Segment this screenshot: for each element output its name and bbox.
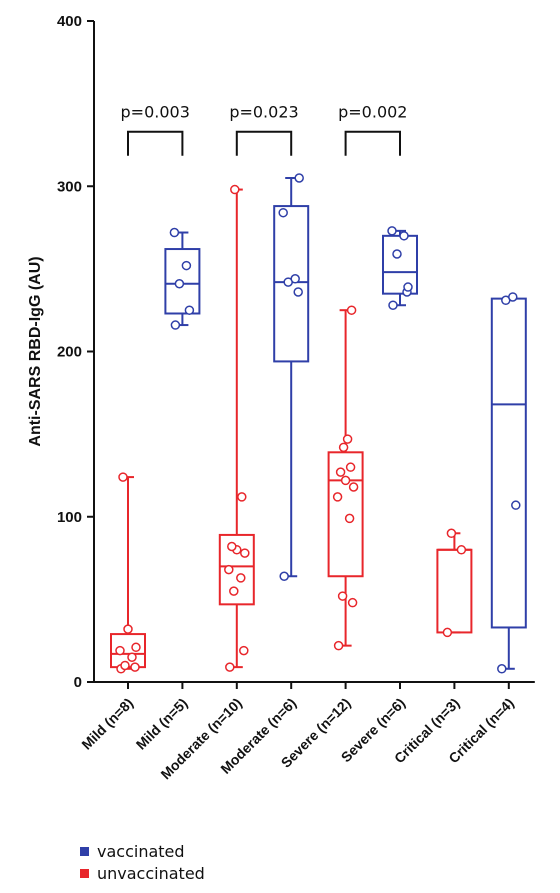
x-tick-label: Mild (n=5) xyxy=(133,695,191,753)
data-point xyxy=(227,541,237,552)
p-value-label: p=0.002 xyxy=(338,103,407,122)
box-plot-chart: 0 100 200 300 400 Anti-SARS RBD-IgG (AU) Mild … xyxy=(27,13,535,782)
data-point xyxy=(181,260,192,271)
p-value-label: p=0.023 xyxy=(229,103,298,122)
legend-item-vaccinated: vaccinated xyxy=(80,840,205,862)
data-point xyxy=(392,249,402,259)
y-axis-label: Anti-SARS RBD-IgG (AU) xyxy=(27,256,44,446)
data-point xyxy=(229,586,239,596)
data-point xyxy=(456,545,467,555)
data-point xyxy=(120,660,130,671)
p-value-label: p=0.003 xyxy=(121,103,190,122)
box-vaccinated xyxy=(164,248,201,315)
box-unvaccinated xyxy=(436,548,473,634)
data-point xyxy=(442,627,453,638)
y-tick-label: 200 xyxy=(57,344,82,361)
box-vaccinated xyxy=(273,205,310,363)
data-point xyxy=(508,292,518,302)
data-point xyxy=(239,645,249,656)
data-point xyxy=(230,184,240,195)
data-point xyxy=(399,231,409,241)
data-point xyxy=(340,475,351,486)
data-point xyxy=(333,640,344,651)
y-tick-label: 300 xyxy=(57,178,82,195)
data-point xyxy=(127,652,137,662)
data-point xyxy=(169,227,180,238)
significance-bracket xyxy=(127,130,184,156)
data-point xyxy=(123,624,133,634)
data-point xyxy=(338,442,349,453)
data-point xyxy=(290,274,300,284)
data-point xyxy=(224,564,234,575)
data-point xyxy=(344,513,355,524)
legend-label-unvaccinated: unvaccinated xyxy=(97,863,205,883)
data-point xyxy=(131,642,141,653)
data-point xyxy=(293,287,303,297)
significance-bracket xyxy=(344,130,401,156)
data-point xyxy=(348,482,359,492)
data-point xyxy=(184,305,195,315)
legend-label-vaccinated: vaccinated xyxy=(97,841,185,861)
data-point xyxy=(403,282,413,292)
data-point xyxy=(115,645,125,656)
y-tick-label: 100 xyxy=(57,509,82,526)
data-point xyxy=(511,500,521,510)
data-point xyxy=(118,472,128,482)
data-point xyxy=(497,664,507,674)
legend: vaccinated unvaccinated xyxy=(80,840,205,884)
data-point xyxy=(170,320,181,330)
data-point xyxy=(335,467,346,477)
data-point xyxy=(446,528,457,539)
data-point xyxy=(387,226,397,236)
data-point xyxy=(388,300,398,310)
legend-swatch-vaccinated xyxy=(80,846,89,856)
legend-item-unvaccinated: unvaccinated xyxy=(80,862,205,884)
data-point xyxy=(130,662,140,672)
data-point xyxy=(332,492,343,502)
box-unvaccinated xyxy=(218,533,255,606)
data-point xyxy=(174,278,185,289)
box-vaccinated xyxy=(490,297,527,629)
data-point xyxy=(294,173,304,183)
y-tick-label: 0 xyxy=(74,674,82,691)
data-point xyxy=(240,548,250,558)
x-tick-label: Mild (n=8) xyxy=(78,695,136,753)
significance-bracket xyxy=(235,130,293,156)
legend-swatch-unvaccinated xyxy=(80,868,89,878)
y-tick-label: 400 xyxy=(57,13,82,30)
data-point xyxy=(279,571,289,581)
data-point xyxy=(347,597,358,608)
data-point xyxy=(237,492,247,502)
data-point xyxy=(225,662,235,672)
data-point xyxy=(346,305,357,315)
data-point xyxy=(342,434,353,444)
data-point xyxy=(345,462,356,472)
data-point xyxy=(278,207,288,218)
box-unvaccinated xyxy=(327,451,364,578)
data-point xyxy=(236,573,246,583)
data-point xyxy=(337,591,348,601)
